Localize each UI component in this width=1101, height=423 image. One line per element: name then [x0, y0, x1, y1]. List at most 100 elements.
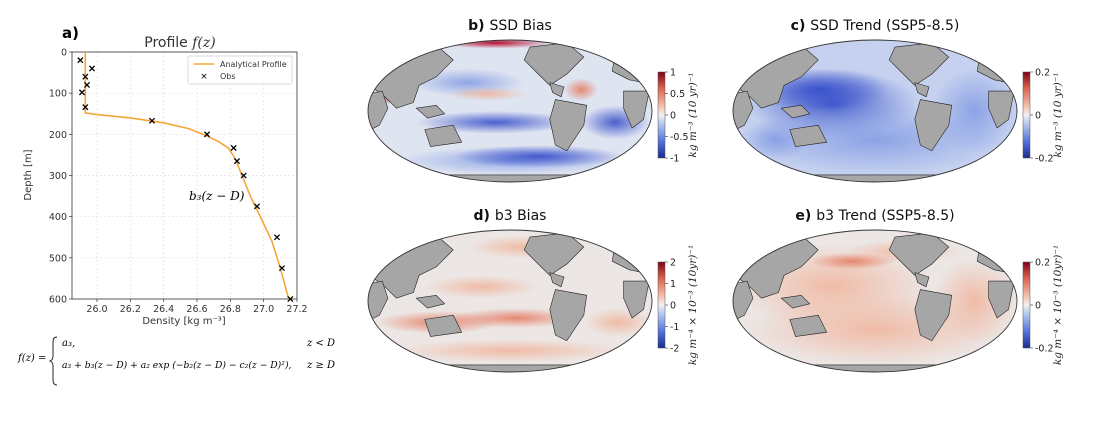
obs-point — [240, 172, 247, 179]
anomaly-region — [563, 78, 599, 102]
y-tick-label: 200 — [49, 130, 67, 141]
colorbar — [657, 71, 666, 159]
map-field — [733, 230, 1017, 372]
landmass — [368, 280, 389, 322]
anomaly-region — [416, 111, 576, 134]
colorbar-tick-label: 0 — [670, 301, 676, 312]
obs-point — [287, 295, 294, 303]
y-tick-label: 300 — [49, 171, 67, 182]
map-field — [368, 230, 652, 372]
y-tick-label: 400 — [49, 212, 67, 223]
landmass — [914, 82, 930, 98]
colorbar-label: kg m⁻³ (10 yr)⁻¹ — [687, 72, 699, 157]
formula-case1: a₃, — [62, 338, 75, 349]
y-tick-label: 500 — [49, 253, 67, 264]
landmass — [623, 90, 650, 129]
colorbar — [657, 261, 666, 349]
map-outline — [732, 229, 1018, 373]
x-tick-label: 27.0 — [253, 304, 274, 315]
landmass — [780, 104, 811, 119]
obs-point — [82, 73, 89, 80]
colorbar-tick-label: 0.2 — [1035, 68, 1050, 79]
colorbar-tick-label: 0 — [1035, 301, 1041, 312]
anomaly-region — [931, 258, 1017, 344]
legend-obs-label: Obs — [220, 72, 236, 81]
anomaly-region — [396, 339, 624, 363]
map-title: d) b3 Bias — [474, 208, 547, 224]
landmass — [549, 289, 588, 342]
anomaly-region — [447, 86, 528, 102]
obs-point — [233, 158, 241, 165]
anomaly-region — [439, 40, 553, 49]
map-outline — [367, 229, 653, 373]
legend: Analytical Profile × Obs — [187, 55, 293, 85]
obs-point — [230, 144, 237, 151]
map-field — [733, 40, 1017, 182]
anomaly-region — [424, 275, 539, 299]
landmass — [789, 314, 828, 337]
x-tick-label: 26.8 — [220, 304, 241, 315]
landmass — [914, 272, 930, 288]
obs-point — [82, 104, 89, 111]
map-outline — [732, 39, 1018, 183]
obs-point — [88, 65, 96, 72]
profile-title: Profile f(z) — [144, 35, 215, 51]
analytical-profile-line — [84, 52, 290, 300]
landmass — [549, 82, 565, 98]
x-tick-label: 26.2 — [120, 304, 141, 315]
colorbar-label: kg m⁻⁴ × 10⁻³ (10yr)⁻¹ — [687, 245, 699, 365]
formula: f(z) = a₃, z < D a₃ + b₃(z − D) + a₂ exp… — [17, 336, 335, 386]
y-axis-label: Depth [m] — [23, 149, 34, 200]
obs-points — [77, 57, 294, 303]
map-title: b) SSD Bias — [468, 18, 552, 34]
colorbar-label: kg m⁻⁴ × 10⁻³ (10yr)⁻¹ — [1052, 245, 1064, 365]
colorbar-tick-label: -1 — [670, 322, 679, 333]
anomaly-region — [453, 145, 624, 168]
colorbar-tick-label: 0 — [1035, 111, 1041, 122]
landmass — [424, 124, 463, 147]
legend-box — [187, 55, 293, 85]
landmass — [789, 124, 828, 147]
landmass — [733, 280, 754, 322]
formula-case1-condition: z < D — [306, 338, 335, 349]
colorbar — [1022, 71, 1031, 159]
landmass — [623, 280, 650, 319]
map-panel: e) b3 Trend (SSP5-8.5) 0.2 0 -0.2kg m⁻⁴ × 1… — [732, 208, 1064, 373]
colorbar-tick-label: -2 — [670, 344, 679, 355]
anomaly-region — [453, 308, 579, 328]
colorbar-label: kg m⁻³ (10 yr)⁻¹ — [1052, 72, 1064, 157]
map-title: e) b3 Trend (SSP5-8.5) — [795, 208, 954, 224]
landmass — [780, 294, 811, 309]
profile-panel: a) Profile f(z) 26.0 26.2 26.4 26.6 26.8 27.0… — [17, 24, 335, 386]
landmass — [424, 314, 463, 337]
colorbar-tick-label: 0 — [670, 111, 676, 122]
obs-point — [253, 203, 261, 210]
map-panel: b) SSD Bias 1 0.5 0 -0.5 -1 kg m⁻³ (10 yr)⁻¹ — [367, 18, 699, 183]
colorbar-tick-label: 2 — [670, 258, 676, 269]
landmass — [988, 90, 1015, 129]
map-title: c) SSD Trend (SSP5-8.5) — [791, 18, 960, 34]
obs-point — [77, 57, 84, 64]
landmass — [549, 99, 588, 152]
anomaly-region — [931, 68, 1017, 154]
obs-point — [148, 117, 156, 124]
landmass — [549, 272, 565, 288]
colorbar — [1022, 261, 1031, 349]
obs-point — [278, 265, 286, 272]
map-panel: d) b3 Bias 2 1 0 -1 -2 kg m⁻⁴ × 10⁻³ (10yr)⁻¹ — [367, 208, 699, 373]
x-tick-label: 26.4 — [153, 304, 174, 315]
anomaly-region — [741, 118, 810, 161]
x-tick-label: 26.0 — [86, 304, 107, 315]
x-axis-label: Density [kg m⁻³] — [142, 316, 225, 327]
colorbar-tick-label: 1 — [670, 68, 676, 79]
landmass — [988, 280, 1015, 319]
map-field — [368, 40, 652, 182]
colorbar-tick-label: 0.2 — [1035, 258, 1050, 269]
obs-point — [203, 131, 211, 138]
landmass — [914, 99, 953, 152]
formula-case2: a₃ + b₃(z − D) + a₂ exp (−b₂(z − D) − c₂… — [62, 360, 292, 371]
y-tick-label: 100 — [49, 89, 67, 100]
colorbar-tick-label: -0.5 — [670, 132, 689, 143]
